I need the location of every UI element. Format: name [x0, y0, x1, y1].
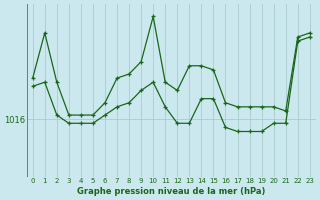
X-axis label: Graphe pression niveau de la mer (hPa): Graphe pression niveau de la mer (hPa) [77, 187, 266, 196]
